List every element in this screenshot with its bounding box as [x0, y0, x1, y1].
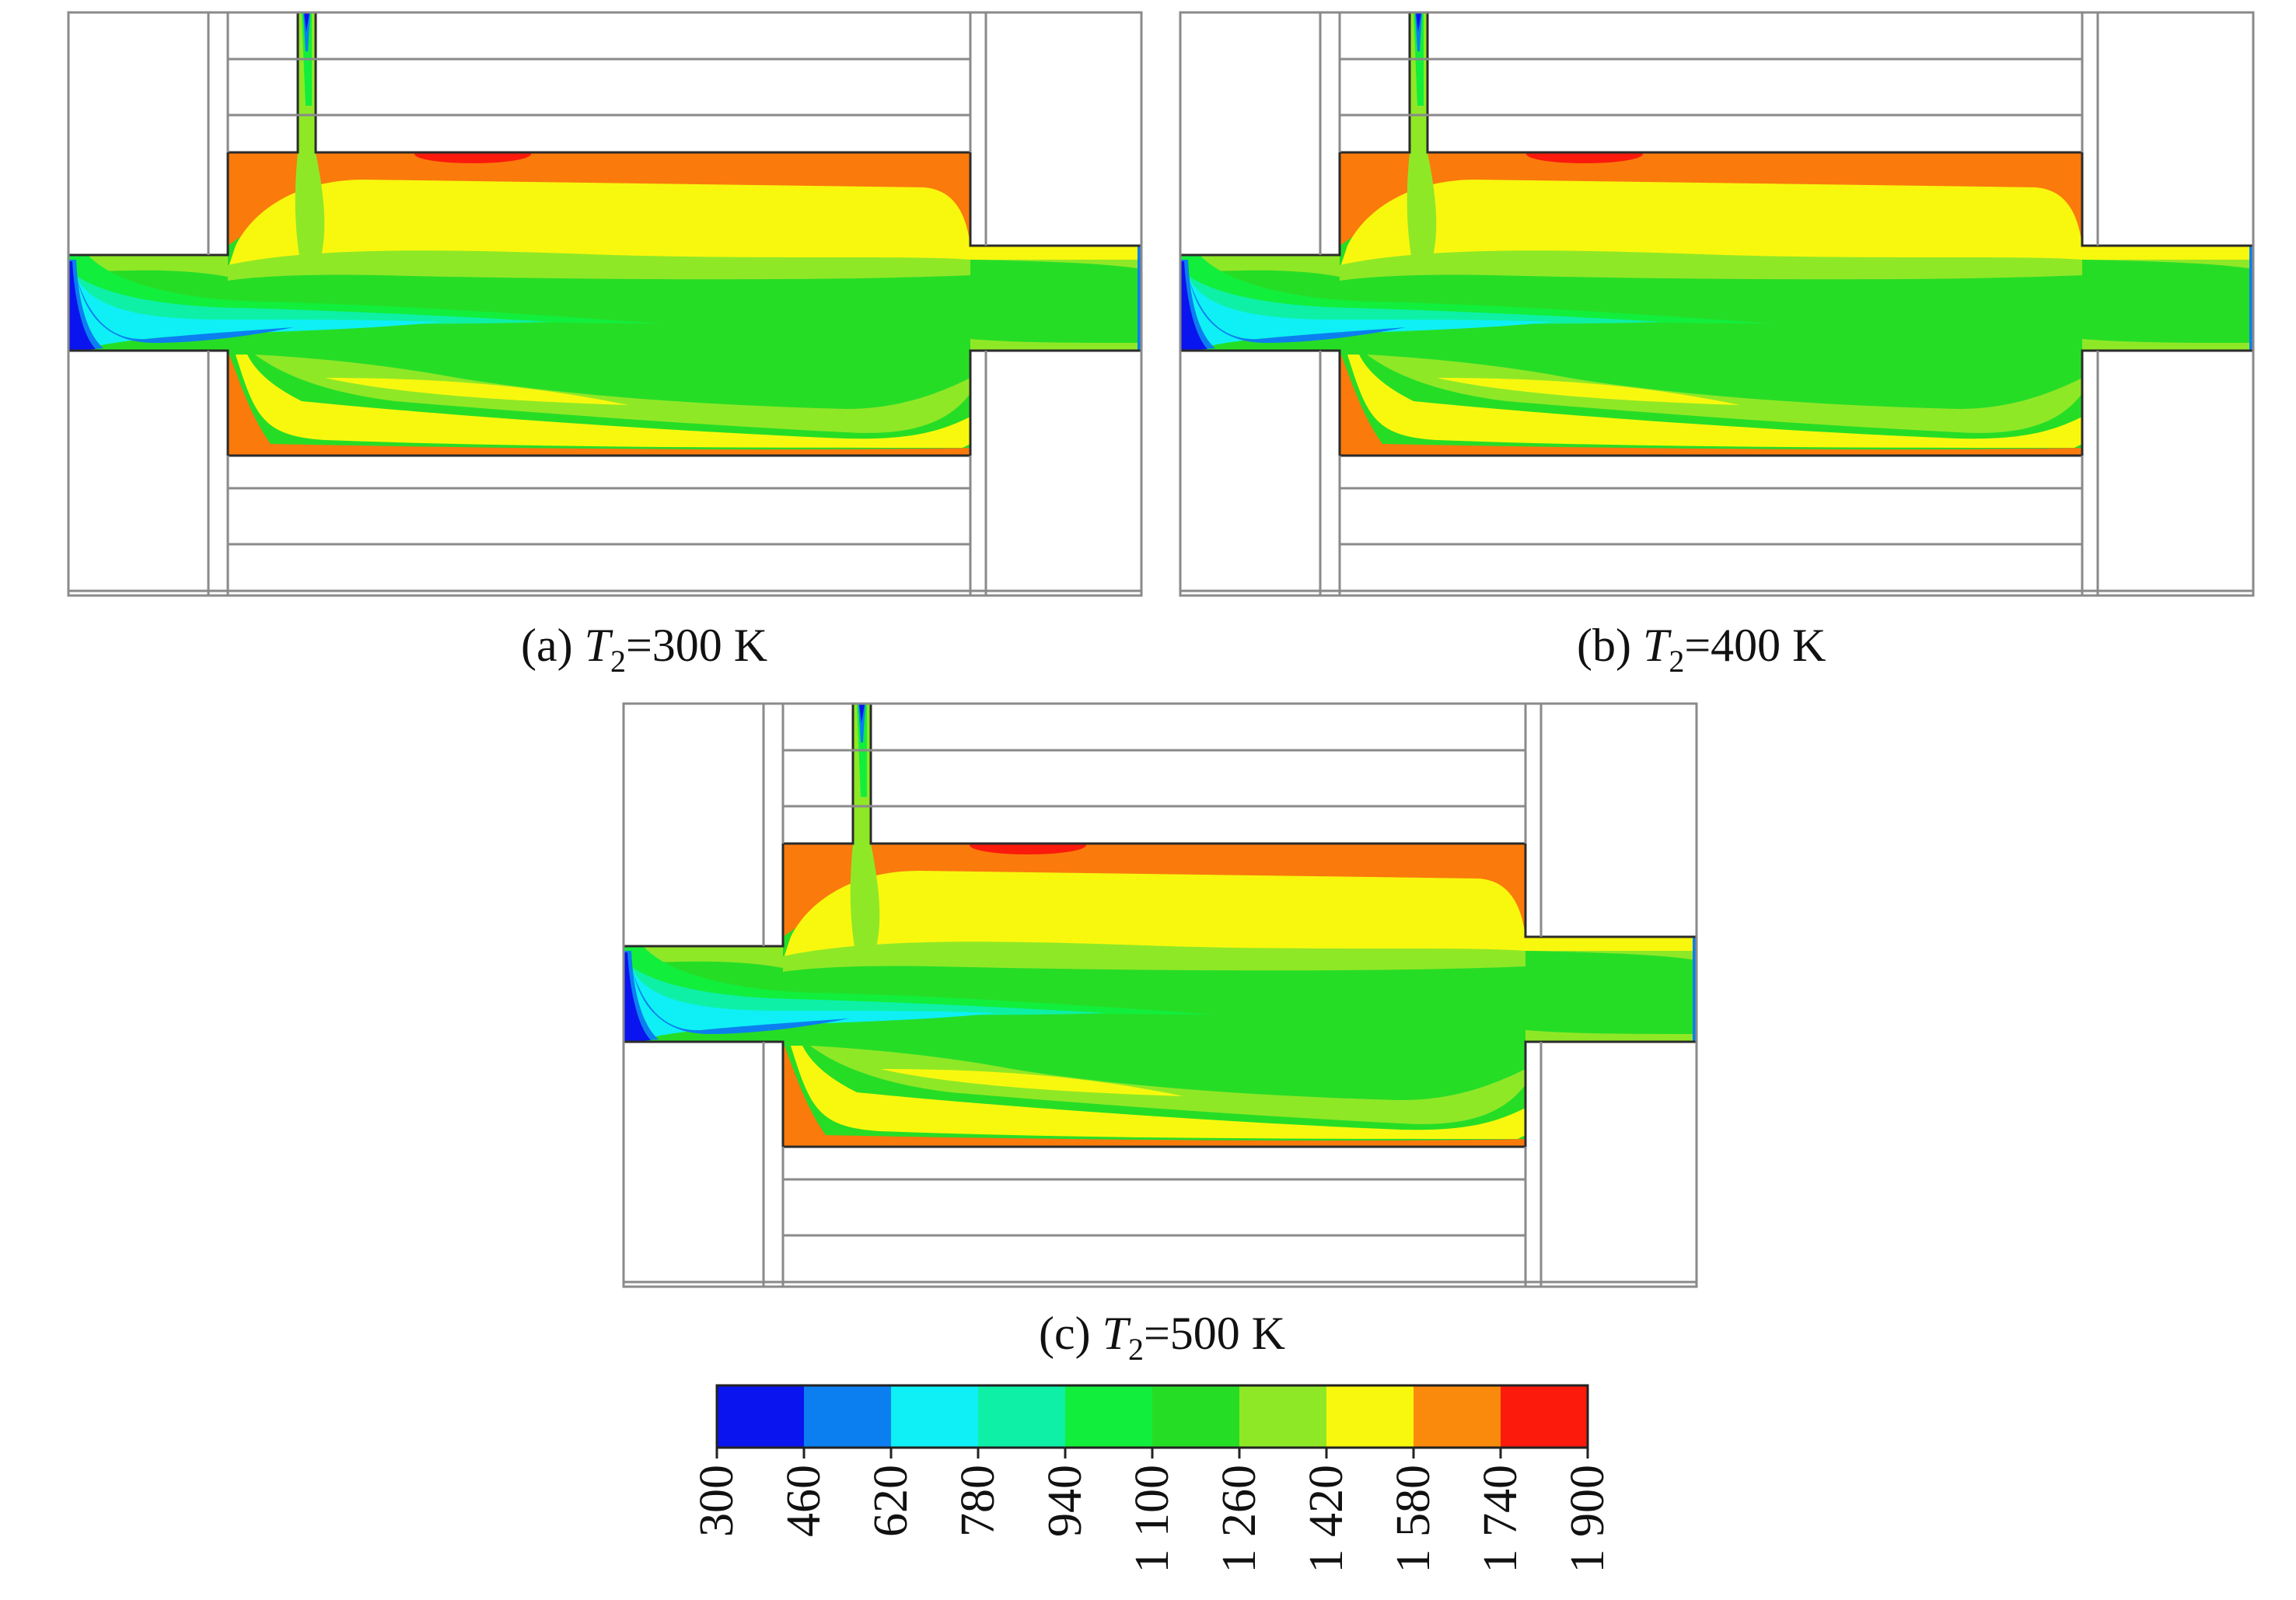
- colorbar-tick-label: 1 740: [1474, 1465, 1527, 1574]
- colorbar-segment: [1239, 1385, 1327, 1448]
- colorbar-tick-label: 1 900: [1561, 1465, 1614, 1574]
- caption-b: (b) T2=400 K: [1577, 620, 1826, 679]
- temperature-contour-c: [624, 704, 1697, 1287]
- caption-a: (a) T2=300 K: [521, 620, 767, 679]
- colorbar-tick-label: 940: [1039, 1465, 1092, 1537]
- colorbar-tick-label: 1 580: [1387, 1465, 1440, 1574]
- caption-c: (c) T2=500 K: [1039, 1308, 1285, 1367]
- panel-c: [624, 704, 1697, 1287]
- colorbar-segment: [717, 1385, 805, 1448]
- colorbar-segment: [1326, 1385, 1414, 1448]
- colorbar-segment: [1065, 1385, 1153, 1448]
- colorbar-tick-label: 1 100: [1126, 1465, 1179, 1574]
- colorbar-tick-label: 1 260: [1213, 1465, 1266, 1574]
- panel-a: [68, 12, 1141, 596]
- colorbar-segment: [978, 1385, 1066, 1448]
- temperature-contour-a: [68, 12, 1141, 596]
- panel-b: [1180, 12, 2253, 596]
- colorbar: 300 460 620 780 940 1 100 1 260 1 420 1 580 1 740…: [690, 1384, 1614, 1574]
- colorbar-segment: [1152, 1385, 1240, 1448]
- colorbar-tick-label: 620: [865, 1465, 917, 1537]
- colorbar-segment: [891, 1385, 979, 1448]
- colorbar-tick-label: 300: [690, 1465, 743, 1537]
- colorbar-segment: [1414, 1385, 1501, 1448]
- colorbar-tick-label: 460: [778, 1465, 830, 1537]
- temperature-contour-b: [1180, 12, 2253, 596]
- colorbar-segment: [804, 1385, 892, 1448]
- colorbar-tick-label: 1 420: [1300, 1465, 1353, 1574]
- colorbar-segment: [1501, 1385, 1588, 1448]
- colorbar-tick-label: 780: [952, 1465, 1005, 1537]
